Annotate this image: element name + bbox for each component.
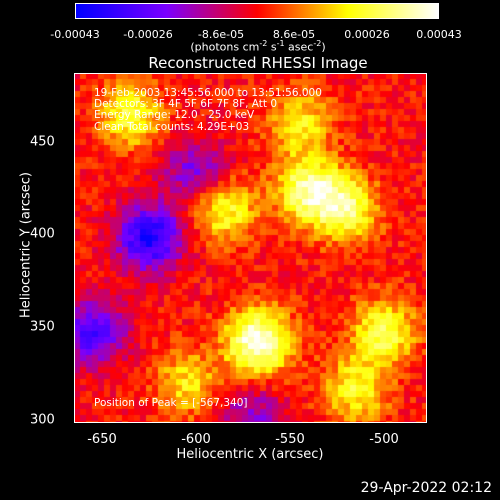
colorbar-tick-label: -8.6e-05 (197, 28, 245, 41)
plot-area: 19-Feb-2003 13:45:56.000 to 13:51:56.000… (74, 73, 427, 423)
x-tick-label: -550 (275, 432, 305, 447)
y-tick-label: 300 (30, 412, 55, 428)
colorbar-unit-label: (photons cm-2 s-1 asec-2) (190, 39, 326, 54)
intensity-map (74, 73, 427, 423)
colorbar-tick-label: -0.00043 (50, 28, 100, 41)
energy-range-annotation: Energy Range: 12.0 - 25.0 keV (94, 109, 255, 121)
chart-title: Reconstructed RHESSI Image (148, 54, 368, 72)
colorbar (75, 3, 439, 19)
plot-frame (74, 73, 427, 423)
x-tick-label: -600 (181, 432, 211, 447)
timestamp: 29-Apr-2022 02:12 (360, 480, 492, 496)
x-axis-label: Heliocentric X (arcsec) (176, 447, 324, 462)
y-tick-label: 350 (30, 319, 55, 335)
y-axis-label: Heliocentric Y (arcsec) (18, 172, 34, 318)
y-tick-label: 450 (30, 134, 55, 150)
colorbar-tick-label: 8.6e-05 (272, 28, 316, 41)
x-tick-label: -650 (87, 432, 117, 447)
time-range-annotation: 19-Feb-2003 13:45:56.000 to 13:51:56.000 (94, 87, 322, 99)
colorbar-tick-label: 0.00043 (416, 28, 462, 41)
colorbar-tick-label: 0.00026 (344, 28, 390, 41)
colorbar-tick-label: -0.00026 (123, 28, 173, 41)
total-counts-annotation: Clean Total counts: 4.29E+03 (94, 121, 250, 133)
peak-position-annotation: Position of Peak = [-567,340] (94, 397, 248, 409)
x-tick-label: -500 (369, 432, 399, 447)
detectors-annotation: Detectors: 3F 4F 5F 6F 7F 8F, Att 0 (94, 98, 278, 110)
y-tick-label: 400 (30, 226, 55, 242)
